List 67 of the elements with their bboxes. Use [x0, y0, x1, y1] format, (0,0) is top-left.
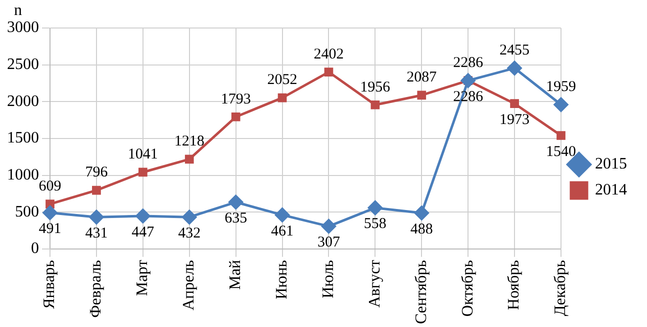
point [324, 68, 334, 76]
x-tick-label: Февраль [88, 260, 105, 318]
x-tick-label: Сентябрь [412, 260, 430, 324]
data-label: 491 [38, 221, 62, 238]
data-label: 2286 [453, 55, 484, 72]
data-label: 2455 [500, 42, 530, 59]
x-tick-label: Июнь [273, 260, 290, 300]
point [417, 90, 426, 100]
data-label: 1041 [128, 146, 158, 163]
y-tick-label: 3000 [7, 19, 39, 36]
data-label: 2087 [406, 70, 438, 86]
data-label: 1956 [360, 79, 391, 96]
data-label: 796 [85, 164, 108, 181]
x-tick-label: Апрель [180, 260, 198, 310]
data-label: 431 [85, 226, 108, 242]
data-label: 609 [38, 178, 62, 194]
y-tick-label: 0 [31, 240, 39, 258]
x-tick-label: Ноябрь [506, 260, 523, 310]
legend-label: 2014 [595, 182, 627, 199]
point [370, 100, 380, 110]
point [184, 154, 194, 164]
x-tick-label: Январь [41, 260, 58, 309]
y-axis-title: n [14, 2, 22, 20]
point [554, 97, 568, 112]
data-label: 447 [132, 224, 155, 240]
y-tick-label: 1000 [7, 166, 39, 184]
point [231, 112, 240, 122]
data-label: 635 [224, 210, 248, 227]
data-label: 1540 [546, 144, 576, 160]
data-label: 461 [271, 223, 294, 240]
point [228, 194, 244, 210]
point [460, 73, 476, 88]
data-label: 1959 [546, 79, 576, 96]
point [510, 99, 519, 108]
data-label: 432 [178, 226, 201, 242]
x-tick-label: Декабрь [552, 260, 570, 316]
x-tick-label: Март [134, 260, 152, 296]
data-label: 2052 [267, 72, 298, 88]
point [278, 93, 287, 102]
point [507, 60, 522, 76]
point [321, 219, 336, 234]
point [89, 210, 104, 224]
point [46, 200, 54, 208]
x-tick-label: Октябрь [459, 260, 476, 317]
point [138, 168, 148, 177]
point [414, 206, 429, 220]
point [556, 131, 566, 140]
legend-label: 2015 [595, 156, 627, 173]
point [136, 208, 150, 224]
y-tick-label: 2000 [7, 92, 39, 110]
point [275, 208, 290, 222]
data-label: 488 [410, 221, 433, 238]
data-label: 2402 [314, 46, 344, 62]
y-tick-label: 2500 [7, 56, 39, 74]
point [182, 210, 197, 224]
point [92, 186, 101, 195]
x-tick-label: Август [366, 260, 384, 308]
x-tick-label: Июль [320, 260, 337, 298]
data-label: 558 [364, 216, 386, 232]
data-label: 1218 [174, 134, 204, 150]
y-tick-label: 1500 [7, 130, 39, 147]
data-label: 307 [317, 234, 340, 251]
y-tick-label: 500 [15, 203, 39, 220]
data-label: 1793 [220, 91, 251, 108]
point [368, 200, 382, 216]
data-label: 1973 [500, 112, 530, 128]
x-tick-label: Май [227, 259, 244, 290]
